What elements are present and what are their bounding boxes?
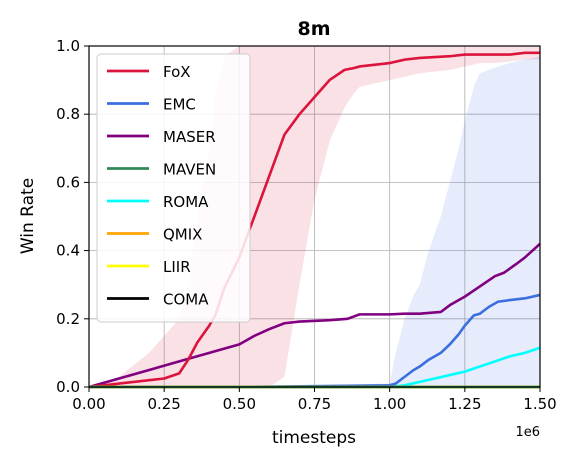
x-axis-ticks: 0.00 0.25 0.50 0.75 1.00 1.25 1.50 [72, 387, 557, 413]
legend-label-emc: EMC [163, 96, 196, 114]
y-tick-label: 0.6 [56, 173, 80, 191]
legend-label-maven: MAVEN [163, 161, 216, 179]
y-tick-label: 0.4 [56, 242, 80, 260]
x-tick-label: 1.00 [373, 395, 406, 413]
legend-label-qmix: QMIX [163, 226, 202, 244]
roma-line [89, 346, 541, 389]
x-tick-label: 0.00 [72, 395, 105, 413]
y-tick-label: 0.2 [56, 310, 80, 328]
x-offset-label: 1e6 [515, 425, 540, 440]
legend-label-maser: MASER [163, 128, 216, 146]
legend: FoX EMC MASER MAVEN ROMA QMIX LIIR COMA [96, 53, 251, 323]
legend-label-liir: LIIR [163, 258, 191, 276]
y-tick-label: 1.0 [56, 37, 80, 55]
y-tick-label: 0.8 [56, 105, 80, 123]
y-axis-label: Win Rate [18, 178, 38, 254]
emc-line [89, 293, 541, 389]
legend-label-roma: ROMA [163, 193, 209, 211]
legend-label-coma: COMA [163, 291, 209, 309]
chart-title: 8m [297, 18, 330, 40]
x-tick-label: 1.25 [448, 395, 481, 413]
x-tick-label: 0.25 [147, 395, 180, 413]
x-axis-label: timesteps [272, 428, 356, 448]
x-tick-label: 1.50 [523, 395, 556, 413]
x-tick-label: 0.75 [298, 395, 331, 413]
legend-box [96, 53, 251, 323]
fox-line [88, 51, 540, 389]
legend-label-fox: FoX [163, 63, 191, 81]
emc-band [89, 56, 540, 387]
x-tick-label: 0.50 [223, 395, 256, 413]
y-tick-label: 0.0 [56, 378, 80, 396]
maser-line [88, 242, 541, 389]
y-axis-ticks: 0.0 0.2 0.4 0.6 0.8 1.0 [56, 37, 89, 396]
